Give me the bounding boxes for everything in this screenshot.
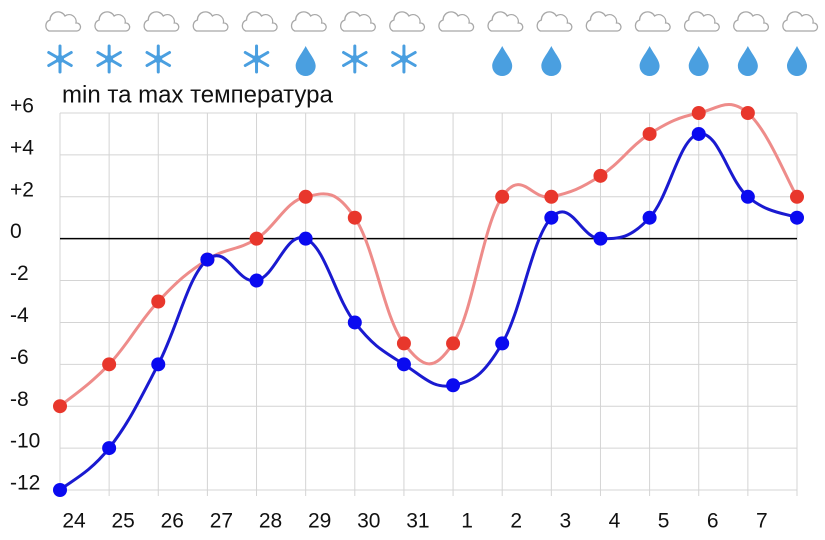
cloud-icon (438, 11, 475, 32)
data-point (446, 378, 461, 393)
cloud-icon (585, 11, 622, 32)
data-point (691, 126, 706, 141)
data-point (347, 315, 362, 330)
data-point (544, 210, 559, 225)
data-point (347, 210, 362, 225)
data-point (53, 483, 67, 497)
data-point (495, 189, 510, 204)
x-tick-label: 30 (357, 510, 380, 533)
data-point (544, 189, 559, 204)
cloud-icon (340, 11, 376, 32)
data-point (102, 357, 117, 372)
data-point (740, 106, 755, 120)
y-tick-label: -10 (10, 430, 40, 453)
data-point (249, 273, 264, 288)
x-tick-label: 29 (308, 510, 331, 533)
cloud-icon (487, 11, 524, 32)
plot (53, 103, 804, 497)
cloud-icon (683, 11, 720, 32)
drop-icon (295, 46, 316, 76)
x-tick-label: 2 (510, 510, 522, 533)
drop-icon (492, 46, 513, 76)
x-tick-label: 3 (559, 510, 571, 533)
x-tick-label: 31 (406, 510, 429, 533)
grid: +6 +4 +2 0 -2 -4 -6 -8 -10 -12 24 25 26 27 28 29 30 31 1 2 3… (10, 95, 798, 533)
x-tick-label: 4 (609, 510, 621, 533)
y-tick-label: +4 (10, 136, 34, 159)
y-tick-label: +2 (10, 178, 34, 201)
drop-icon (541, 46, 562, 76)
cloud-icon (143, 11, 180, 32)
y-tick-label: +6 (10, 95, 34, 118)
y-tick-label: -2 (10, 262, 29, 285)
y-tick-label: -6 (10, 346, 29, 369)
data-point (790, 210, 804, 225)
data-point (691, 106, 706, 120)
data-point (790, 189, 804, 204)
cloud-icon (536, 11, 573, 32)
data-point (642, 126, 657, 141)
y-tick-label: -12 (10, 472, 40, 495)
chart-title: min та max температура (62, 81, 334, 108)
data-point (593, 168, 608, 183)
data-point (740, 189, 755, 204)
snow-icon (350, 55, 359, 63)
weather-icons (45, 11, 819, 76)
cloud-icon (94, 11, 131, 32)
drop-icon (737, 46, 758, 76)
data-point (298, 231, 313, 246)
drop-icon (787, 46, 807, 76)
cloud-icon (45, 11, 82, 32)
cloud-icon (290, 11, 327, 32)
cloud-icon (634, 11, 671, 32)
snow-icon (56, 55, 64, 63)
drop-icon (639, 46, 660, 76)
data-point (102, 441, 117, 456)
data-point (200, 252, 215, 267)
data-point (151, 357, 166, 372)
x-tick-label: 25 (111, 510, 134, 533)
data-point (593, 231, 608, 246)
x-tick-label: 26 (161, 510, 184, 533)
y-tick-label: 0 (10, 220, 22, 243)
data-point (151, 294, 166, 309)
cloud-icon (782, 11, 819, 32)
cloud-icon (389, 11, 426, 32)
snow-icon (105, 55, 114, 63)
x-tick-label: 7 (756, 510, 768, 533)
y-tick-label: -8 (10, 388, 29, 411)
data-point (495, 336, 510, 351)
x-tick-label: 27 (210, 510, 233, 533)
data-point (298, 189, 313, 204)
x-tick-label: 28 (259, 510, 282, 533)
y-tick-label: -4 (10, 304, 29, 327)
data-point (642, 210, 657, 225)
x-tick-label: 6 (707, 510, 719, 533)
cloud-icon (241, 11, 278, 32)
cloud-icon (192, 11, 229, 32)
snow-icon (399, 55, 408, 63)
snow-icon (154, 55, 163, 63)
x-tick-label: 24 (62, 510, 86, 533)
cloud-icon (733, 11, 770, 32)
drop-icon (688, 46, 709, 76)
x-tick-label: 1 (461, 510, 473, 533)
series-line (59, 103, 799, 408)
snow-icon (252, 55, 261, 63)
series-line (59, 132, 798, 492)
data-point (396, 357, 411, 372)
data-point (53, 399, 67, 414)
x-tick-label: 5 (658, 510, 670, 533)
data-point (396, 336, 411, 351)
data-point (249, 231, 264, 246)
data-point (446, 336, 461, 351)
